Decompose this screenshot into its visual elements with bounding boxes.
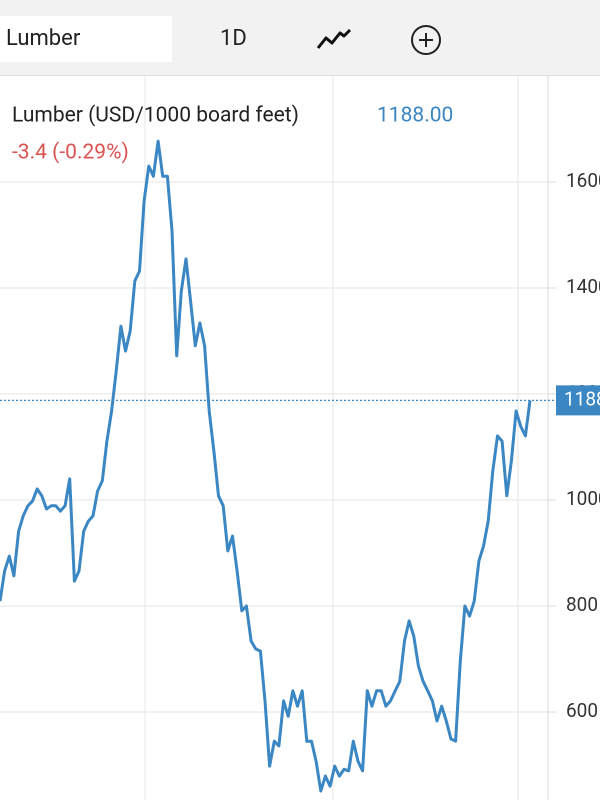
y-tick-label: 1000 xyxy=(566,487,600,510)
toolbar: Lumber 1D xyxy=(0,0,600,76)
last-price: 1188.00 xyxy=(377,104,453,128)
y-tick-label: 800 xyxy=(566,593,598,616)
chart: 6008001000120014001600 1188.00 Lumber (U… xyxy=(0,76,600,800)
chart-title: Lumber (USD/1000 board feet) xyxy=(12,104,299,128)
y-tick-label: 1600 xyxy=(566,169,600,192)
price-change: -3.4 (-0.29%) xyxy=(12,141,129,165)
y-tick-label: 1400 xyxy=(566,275,600,298)
chart-style-button[interactable] xyxy=(316,28,352,52)
last-price-label: 1188.00 xyxy=(564,387,600,410)
plus-circle xyxy=(411,25,441,55)
interval-button[interactable]: 1D xyxy=(220,26,247,51)
price-line xyxy=(0,139,532,793)
symbol-input[interactable]: Lumber xyxy=(0,16,172,62)
last-price-box xyxy=(556,385,600,416)
add-indicator-button[interactable] xyxy=(409,23,443,57)
line-icon xyxy=(316,28,352,49)
y-tick-label: 600 xyxy=(566,699,598,722)
